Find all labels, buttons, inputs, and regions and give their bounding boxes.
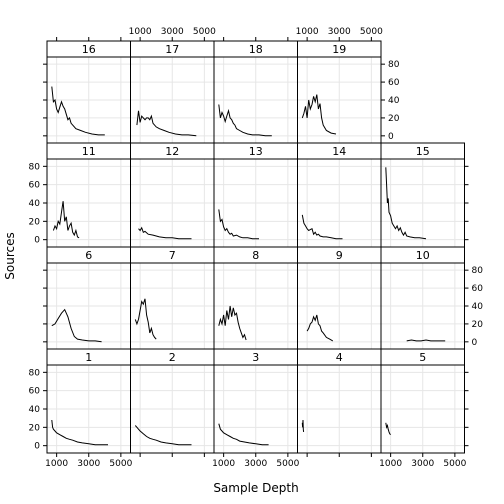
panel-15: 15 bbox=[380, 142, 465, 248]
strip-label: 2 bbox=[169, 351, 176, 364]
y-tick-label: 40 bbox=[472, 302, 484, 312]
y-tick-label: 0 bbox=[34, 236, 40, 246]
y-tick-label: 20 bbox=[29, 423, 41, 433]
x-tick-label: 5000 bbox=[360, 27, 383, 37]
series-line-1 bbox=[51, 419, 108, 446]
y-tick-label: 60 bbox=[29, 387, 41, 397]
panel-17: 17 bbox=[130, 40, 215, 144]
panel-9: 9 bbox=[297, 246, 382, 350]
strip-label: 5 bbox=[419, 351, 426, 364]
panel-8: 8 bbox=[213, 246, 298, 350]
y-axis-title: Sources bbox=[3, 232, 17, 279]
panel-13: 13 bbox=[213, 142, 298, 248]
series-line-6 bbox=[51, 308, 102, 343]
strip-label: 7 bbox=[169, 249, 176, 262]
y-tick-label: 20 bbox=[29, 217, 41, 227]
strip-label: 18 bbox=[249, 43, 263, 56]
strip-label: 13 bbox=[249, 145, 263, 158]
strip-label: 12 bbox=[165, 145, 179, 158]
series-line-13 bbox=[218, 209, 259, 240]
series-line-4 bbox=[301, 419, 305, 432]
y-tick-label: 80 bbox=[388, 60, 400, 70]
y-tick-label: 60 bbox=[29, 181, 41, 191]
strip-label: 11 bbox=[82, 145, 96, 158]
panel-11: 11 bbox=[46, 142, 131, 248]
panel-16: 16 bbox=[46, 40, 131, 144]
panel-14: 14 bbox=[297, 142, 382, 248]
panel-10: 10 bbox=[380, 246, 465, 350]
strip-label: 17 bbox=[165, 43, 179, 56]
panel-7: 7 bbox=[130, 246, 215, 350]
strip-label: 15 bbox=[416, 145, 430, 158]
series-line-2 bbox=[134, 425, 192, 446]
x-tick-label: 1000 bbox=[296, 27, 319, 37]
x-tick-label: 5000 bbox=[193, 27, 216, 37]
panel-3: 3 bbox=[213, 348, 298, 454]
y-tick-label: 0 bbox=[388, 132, 394, 142]
panel-6: 6 bbox=[46, 246, 131, 350]
y-tick-label: 0 bbox=[34, 442, 40, 452]
series-line-11 bbox=[52, 201, 80, 239]
strip-label: 3 bbox=[252, 351, 259, 364]
panel-4: 4 bbox=[297, 348, 382, 454]
y-tick-label: 60 bbox=[472, 284, 484, 294]
axes: 1000 3000 5000 1000 3000 5000 1000 3000 50001000… bbox=[29, 27, 484, 469]
x-axis-title: Sample Depth bbox=[213, 481, 298, 495]
series-line-17 bbox=[136, 110, 197, 137]
series-line-5 bbox=[385, 422, 391, 436]
y-tick-label: 80 bbox=[472, 266, 484, 276]
panel-18: 18 bbox=[213, 40, 298, 144]
y-tick-label: 80 bbox=[29, 368, 41, 378]
series-line-15 bbox=[385, 167, 427, 240]
series-line-12 bbox=[138, 226, 192, 240]
series-line-19 bbox=[301, 94, 337, 135]
series-line-9 bbox=[306, 314, 334, 342]
x-tick-label: 1000 bbox=[129, 27, 152, 37]
x-tick-label: 3000 bbox=[244, 459, 267, 469]
series-line-16 bbox=[51, 86, 105, 136]
series-line-3 bbox=[218, 423, 269, 446]
series-line-10 bbox=[406, 339, 446, 342]
strip-label: 1 bbox=[85, 351, 92, 364]
y-tick-label: 40 bbox=[388, 96, 400, 106]
x-tick-label: 1000 bbox=[379, 459, 402, 469]
series-line-7 bbox=[134, 298, 157, 340]
series-line-8 bbox=[218, 305, 247, 341]
strip-label: 6 bbox=[85, 249, 92, 262]
x-tick-label: 5000 bbox=[109, 459, 132, 469]
panel-19: 19 bbox=[297, 40, 382, 144]
strip-label: 4 bbox=[336, 351, 343, 364]
strip-label: 14 bbox=[332, 145, 346, 158]
panel-1: 1 bbox=[46, 348, 131, 454]
y-tick-label: 60 bbox=[388, 78, 400, 88]
x-tick-label: 1000 bbox=[45, 459, 68, 469]
panel-2: 2 bbox=[130, 348, 215, 454]
y-tick-label: 40 bbox=[29, 405, 41, 415]
x-tick-label: 3000 bbox=[411, 459, 434, 469]
series-line-14 bbox=[301, 214, 343, 240]
y-tick-label: 80 bbox=[29, 162, 41, 172]
strip-label: 9 bbox=[336, 249, 343, 262]
x-tick-label: 1000 bbox=[212, 459, 235, 469]
x-tick-label: 5000 bbox=[443, 459, 466, 469]
strip-label: 10 bbox=[416, 249, 430, 262]
strip-label: 8 bbox=[252, 249, 259, 262]
strip-label: 19 bbox=[332, 43, 346, 56]
panel-12: 12 bbox=[130, 142, 215, 248]
x-tick-label: 3000 bbox=[328, 27, 351, 37]
y-tick-label: 0 bbox=[472, 338, 478, 348]
y-tick-label: 20 bbox=[388, 114, 400, 124]
y-tick-label: 20 bbox=[472, 320, 484, 330]
x-tick-label: 3000 bbox=[161, 27, 184, 37]
y-tick-label: 40 bbox=[29, 199, 41, 209]
series-line-18 bbox=[218, 104, 272, 137]
panel-5: 5 bbox=[380, 348, 465, 454]
x-tick-label: 5000 bbox=[276, 459, 299, 469]
x-tick-label: 3000 bbox=[77, 459, 100, 469]
strip-label: 16 bbox=[82, 43, 96, 56]
